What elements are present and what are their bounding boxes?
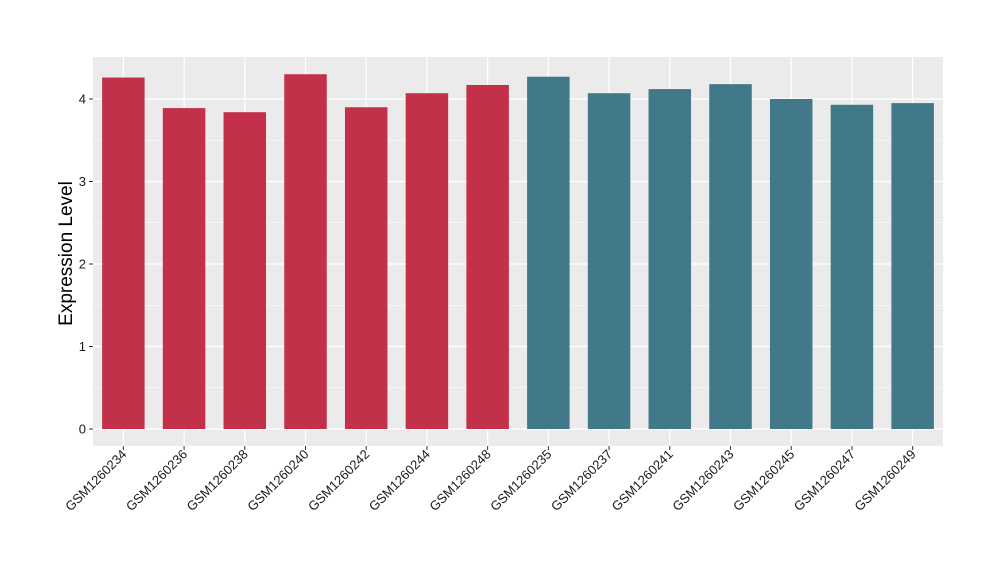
x-tick-label: GSM1260238 bbox=[184, 447, 251, 514]
x-tick-label: GSM1260234 bbox=[62, 447, 129, 514]
x-tick-label: GSM1260242 bbox=[305, 447, 372, 514]
bar-GSM1260240 bbox=[284, 74, 327, 429]
x-tick-label: GSM1260249 bbox=[851, 447, 918, 514]
bar-GSM1260234 bbox=[102, 77, 145, 430]
y-axis-title: Expression Level bbox=[56, 181, 77, 326]
x-axis: GSM1260234GSM1260236GSM1260238GSM1260240… bbox=[62, 446, 919, 514]
x-tick-label: GSM1260244 bbox=[366, 447, 433, 514]
bar-GSM1260237 bbox=[587, 93, 631, 429]
bar-GSM1260248 bbox=[466, 84, 509, 429]
bar-GSM1260241 bbox=[648, 89, 692, 429]
x-tick-label: GSM1260248 bbox=[426, 447, 493, 514]
x-tick-label: GSM1260237 bbox=[548, 447, 615, 514]
bar-GSM1260245 bbox=[769, 99, 813, 429]
y-tick-label: 2 bbox=[79, 257, 86, 272]
y-axis: 0 1 2 3 4 bbox=[79, 92, 93, 437]
bar-GSM1260236 bbox=[162, 108, 206, 429]
bar-GSM1260242 bbox=[344, 107, 388, 429]
x-tick-label: GSM1260243 bbox=[669, 447, 736, 514]
x-tick-label: GSM1260236 bbox=[123, 447, 190, 514]
bar-GSM1260243 bbox=[709, 84, 752, 430]
bar-GSM1260244 bbox=[405, 93, 449, 429]
x-tick-label: GSM1260235 bbox=[487, 447, 554, 514]
bar-GSM1260238 bbox=[223, 112, 267, 429]
y-tick-label: 0 bbox=[79, 422, 86, 437]
x-tick-label: GSM1260247 bbox=[791, 447, 858, 514]
y-tick-label: 4 bbox=[79, 92, 86, 107]
bar-GSM1260247 bbox=[830, 104, 874, 430]
y-tick-label: 3 bbox=[79, 174, 86, 189]
bar-GSM1260249 bbox=[891, 103, 934, 429]
y-tick-label: 1 bbox=[79, 339, 86, 354]
x-tick-label: GSM1260240 bbox=[244, 447, 311, 514]
bars bbox=[102, 74, 934, 430]
bar-GSM1260235 bbox=[527, 76, 570, 429]
x-tick-label: GSM1260241 bbox=[609, 447, 676, 514]
x-tick-label: GSM1260245 bbox=[730, 447, 797, 514]
